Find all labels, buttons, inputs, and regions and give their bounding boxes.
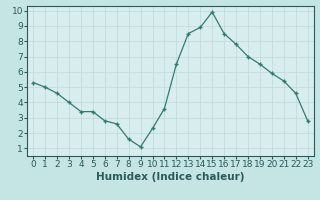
X-axis label: Humidex (Indice chaleur): Humidex (Indice chaleur) bbox=[96, 172, 245, 182]
